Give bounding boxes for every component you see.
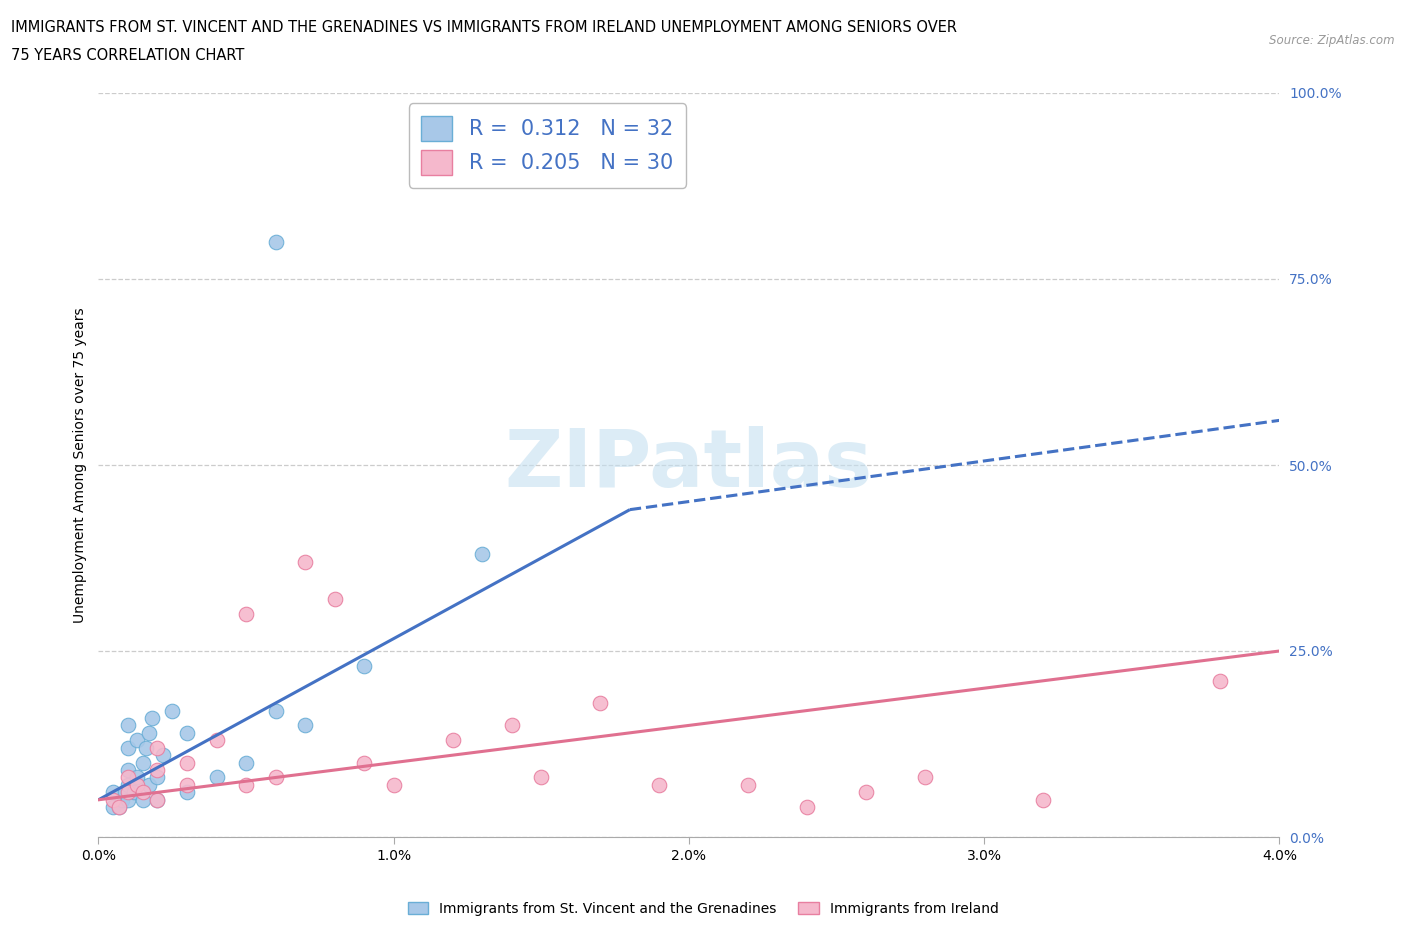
Text: ZIPatlas: ZIPatlas <box>505 426 873 504</box>
Point <box>530 770 553 785</box>
Point <box>132 792 155 807</box>
Point <box>146 792 169 807</box>
Point <box>146 763 169 777</box>
Point <box>132 785 155 800</box>
Point <box>146 770 169 785</box>
Point <box>132 755 155 770</box>
Point <box>1209 673 1232 688</box>
Point <box>117 792 139 807</box>
Point <box>382 777 405 792</box>
Point <box>125 770 148 785</box>
Point <box>737 777 759 792</box>
Point <box>108 800 131 815</box>
Point <box>125 733 148 748</box>
Point <box>141 711 163 725</box>
Point <box>125 777 148 792</box>
Point <box>1032 792 1054 807</box>
Point <box>111 792 134 807</box>
Point <box>108 800 131 815</box>
Point <box>648 777 671 792</box>
Point <box>135 740 157 755</box>
Point <box>103 800 124 815</box>
Point <box>264 234 287 249</box>
Point <box>176 785 198 800</box>
Point <box>176 777 198 792</box>
Point <box>117 763 139 777</box>
Point <box>353 755 375 770</box>
Point <box>162 703 183 718</box>
Point <box>205 733 228 748</box>
Point <box>117 718 139 733</box>
Point <box>589 696 612 711</box>
Point <box>146 740 169 755</box>
Point <box>117 770 139 785</box>
Point <box>117 785 139 800</box>
Point <box>323 591 346 606</box>
Point <box>353 658 375 673</box>
Text: Source: ZipAtlas.com: Source: ZipAtlas.com <box>1270 34 1395 47</box>
Point <box>103 792 124 807</box>
Point <box>235 755 257 770</box>
Point <box>117 777 139 792</box>
Point <box>138 777 160 792</box>
Point <box>176 725 198 740</box>
Y-axis label: Unemployment Among Seniors over 75 years: Unemployment Among Seniors over 75 years <box>73 307 87 623</box>
Text: IMMIGRANTS FROM ST. VINCENT AND THE GRENADINES VS IMMIGRANTS FROM IRELAND UNEMPL: IMMIGRANTS FROM ST. VINCENT AND THE GREN… <box>11 20 957 35</box>
Point <box>471 547 494 562</box>
Point <box>294 718 316 733</box>
Point <box>914 770 936 785</box>
Point <box>264 770 287 785</box>
Legend: Immigrants from St. Vincent and the Grenadines, Immigrants from Ireland: Immigrants from St. Vincent and the Gren… <box>402 897 1004 922</box>
Point <box>176 755 198 770</box>
Text: 75 YEARS CORRELATION CHART: 75 YEARS CORRELATION CHART <box>11 48 245 63</box>
Point <box>501 718 523 733</box>
Point <box>117 740 139 755</box>
Point <box>855 785 877 800</box>
Point <box>294 554 316 569</box>
Legend: R =  0.312   N = 32, R =  0.205   N = 30: R = 0.312 N = 32, R = 0.205 N = 30 <box>409 103 686 188</box>
Point <box>205 770 228 785</box>
Point <box>796 800 818 815</box>
Point <box>235 777 257 792</box>
Point <box>146 792 169 807</box>
Point <box>264 703 287 718</box>
Point <box>122 785 145 800</box>
Point <box>441 733 464 748</box>
Point <box>103 785 124 800</box>
Point <box>114 785 136 800</box>
Point <box>235 606 257 621</box>
Point <box>152 748 174 763</box>
Point <box>138 725 160 740</box>
